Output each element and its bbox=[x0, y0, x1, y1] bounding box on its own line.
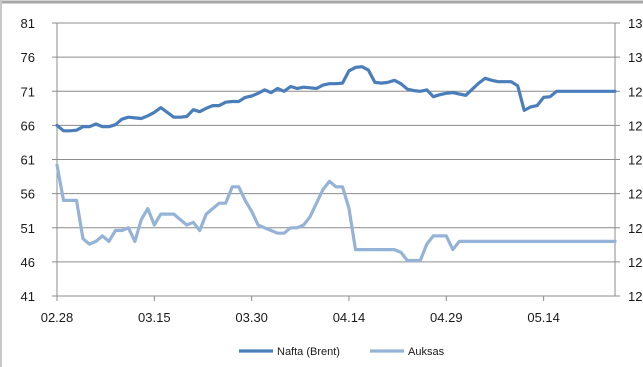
x-tick-label: 04.14 bbox=[333, 310, 366, 325]
x-tick-label: 05.14 bbox=[527, 310, 560, 325]
legend-label: Auksas bbox=[408, 346, 445, 358]
y-left-tick-label: 46 bbox=[21, 255, 35, 270]
x-tick-label: 03.15 bbox=[138, 310, 171, 325]
y-right-tick-label: 12 bbox=[628, 153, 642, 168]
series-line-auksas bbox=[55, 163, 617, 263]
x-tick-label: 03.30 bbox=[235, 310, 268, 325]
y-left-tick-label: 76 bbox=[21, 50, 35, 65]
legend: Nafta (Brent) Auksas bbox=[239, 346, 445, 358]
y-right-tick-label: 12 bbox=[628, 84, 642, 99]
y-left-tick-label: 56 bbox=[21, 187, 35, 202]
y-right-tick-label: 13 bbox=[628, 16, 642, 31]
y-right-tick-label: 12 bbox=[628, 255, 642, 270]
x-tick-label: 04.29 bbox=[430, 310, 463, 325]
y-left-tick-label: 66 bbox=[21, 118, 35, 133]
series-lines bbox=[55, 65, 617, 263]
y-right-tick-label: 12 bbox=[628, 289, 642, 304]
y-left-tick-label: 81 bbox=[21, 16, 35, 31]
y-left-tick-label: 71 bbox=[21, 84, 35, 99]
series-line-nafta-brent bbox=[55, 65, 617, 133]
axes: 41 46 51 56 61 66 71 76 81 12 12 12 12 12 12 12 13 13 02.2… bbox=[21, 16, 643, 325]
y-right-tick-label: 13 bbox=[628, 50, 642, 65]
y-right-tick-label: 12 bbox=[628, 118, 642, 133]
y-left-tick-label: 51 bbox=[21, 221, 35, 236]
y-right-tick-label: 12 bbox=[628, 187, 642, 202]
y-left-tick-label: 61 bbox=[21, 153, 35, 168]
legend-label: Nafta (Brent) bbox=[277, 346, 340, 358]
x-tick-label: 02.28 bbox=[41, 310, 74, 325]
y-left-tick-label: 41 bbox=[21, 289, 35, 304]
y-right-tick-label: 12 bbox=[628, 221, 642, 236]
